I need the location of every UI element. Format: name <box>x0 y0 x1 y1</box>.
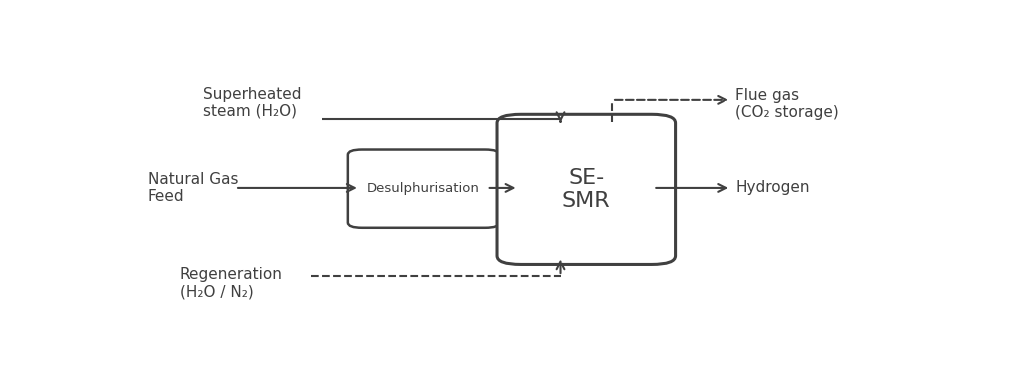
Text: Hydrogen: Hydrogen <box>735 180 810 195</box>
Text: Regeneration
(H₂O / N₂): Regeneration (H₂O / N₂) <box>179 267 283 299</box>
Text: Flue gas
(CO₂ storage): Flue gas (CO₂ storage) <box>735 88 839 120</box>
Text: Superheated
steam (H₂O): Superheated steam (H₂O) <box>204 87 302 119</box>
Text: Desulphurisation: Desulphurisation <box>368 182 480 195</box>
Text: Natural Gas
Feed: Natural Gas Feed <box>147 172 239 204</box>
FancyBboxPatch shape <box>348 150 500 228</box>
FancyBboxPatch shape <box>497 114 676 264</box>
Text: SE-
SMR: SE- SMR <box>562 168 610 211</box>
